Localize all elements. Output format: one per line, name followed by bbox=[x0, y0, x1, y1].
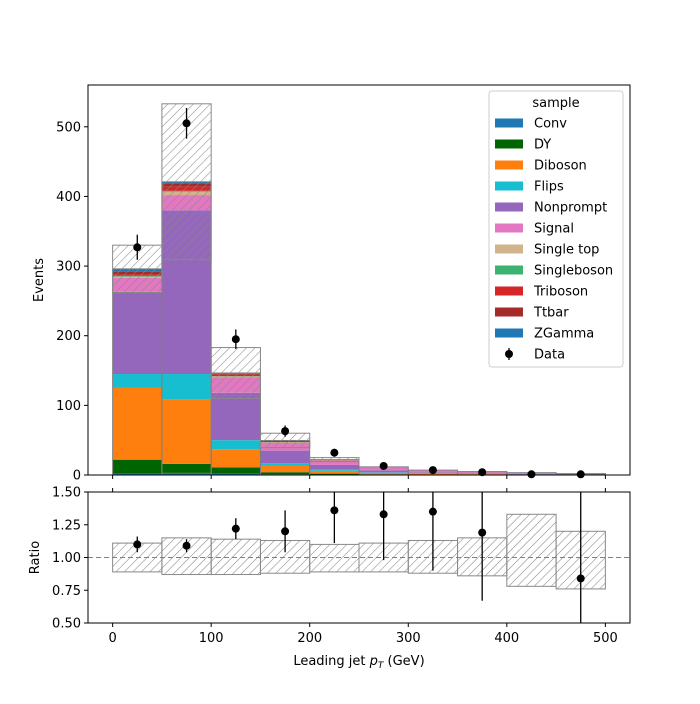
bar-diboson-bin-1 bbox=[162, 399, 211, 464]
uncertainty-band-bin-4 bbox=[310, 458, 359, 462]
main-y-axis-title: Events bbox=[32, 258, 47, 302]
legend-swatch-singleboson bbox=[495, 266, 523, 275]
ratio-point-2 bbox=[232, 525, 240, 533]
bar-flips-bin-2 bbox=[211, 440, 260, 449]
ratio-y-axis-title: Ratio bbox=[28, 541, 43, 574]
legend-swatch-dy bbox=[495, 140, 523, 149]
bar-diboson-bin-5 bbox=[359, 473, 408, 474]
x-axis-title: Leading jet pT (GeV) bbox=[293, 654, 424, 671]
ratio-point-1 bbox=[183, 542, 191, 550]
x-axis-title-unit: (GeV) bbox=[383, 654, 424, 669]
ratio-ytick-label-2: 1.00 bbox=[52, 551, 81, 566]
legend-swatch-conv bbox=[495, 119, 523, 128]
legend-swatch-signal bbox=[495, 224, 523, 233]
data-point-8 bbox=[527, 470, 535, 478]
ratio-point-3 bbox=[281, 527, 289, 535]
legend-swatch-ttbar bbox=[495, 308, 523, 317]
ratio-point-6 bbox=[429, 508, 437, 516]
ratio-xtick-label-4: 400 bbox=[494, 631, 519, 646]
bar-flips-bin-1 bbox=[162, 374, 211, 399]
legend-label-conv: Conv bbox=[534, 117, 567, 132]
legend-label-dy: DY bbox=[534, 138, 551, 153]
bar-nonprompt-bin-3 bbox=[260, 451, 309, 464]
x-axis-title-prefix: Leading jet bbox=[293, 654, 369, 669]
main-ytick-label-1: 100 bbox=[56, 399, 81, 414]
bar-dy-bin-3 bbox=[260, 472, 309, 474]
x-axis-title-var: p bbox=[369, 654, 378, 669]
legend-swatch-diboson bbox=[495, 161, 523, 170]
legend-swatch-nonprompt bbox=[495, 203, 523, 212]
bar-dy-bin-1 bbox=[162, 464, 211, 473]
data-point-9 bbox=[577, 470, 585, 478]
ratio-ytick-label-4: 1.50 bbox=[52, 486, 81, 501]
ratio-xtick-label-2: 200 bbox=[297, 631, 322, 646]
ratio-xtick-label-1: 100 bbox=[199, 631, 224, 646]
bar-diboson-bin-2 bbox=[211, 449, 260, 467]
data-point-3 bbox=[281, 427, 289, 435]
main-ytick-label-5: 500 bbox=[56, 120, 81, 135]
legend-swatch-single-top bbox=[495, 245, 523, 254]
ratio-point-5 bbox=[380, 510, 388, 518]
ratio-band-bin-2 bbox=[211, 539, 260, 574]
main-ytick-label-0: 0 bbox=[73, 469, 81, 484]
legend-label-signal: Signal bbox=[534, 222, 574, 237]
ratio-point-0 bbox=[133, 540, 141, 548]
main-ytick-label-3: 300 bbox=[56, 260, 81, 275]
data-point-1 bbox=[183, 119, 191, 127]
ratio-xtick-label-0: 0 bbox=[108, 631, 116, 646]
data-point-5 bbox=[380, 462, 388, 470]
ratio-band-bin-4 bbox=[310, 544, 359, 572]
legend-label-data: Data bbox=[534, 348, 565, 363]
legend-label-nonprompt: Nonprompt bbox=[534, 201, 607, 216]
legend-label-zgamma: ZGamma bbox=[534, 327, 594, 342]
legend: sample Conv DY Diboson Flips Nonprompt Signal S… bbox=[489, 91, 623, 367]
bar-flips-bin-3 bbox=[260, 463, 309, 466]
legend-label-triboson: Triboson bbox=[533, 285, 588, 300]
data-point-2 bbox=[232, 335, 240, 343]
bar-flips-bin-0 bbox=[113, 374, 162, 388]
ratio-point-7 bbox=[478, 529, 486, 537]
bar-dy-bin-0 bbox=[113, 460, 162, 474]
bar-nonprompt-bin-5 bbox=[359, 470, 408, 472]
ratio-xtick-label-3: 300 bbox=[396, 631, 421, 646]
legend-data-marker bbox=[505, 350, 513, 358]
main-ytick-label-4: 400 bbox=[56, 190, 81, 205]
legend-swatch-triboson bbox=[495, 287, 523, 296]
legend-label-ttbar: Ttbar bbox=[533, 306, 569, 321]
uncertainty-band-bin-2 bbox=[211, 348, 260, 399]
legend-swatch-flips bbox=[495, 182, 523, 191]
bar-dy-bin-2 bbox=[211, 467, 260, 473]
legend-label-singleboson: Singleboson bbox=[534, 264, 613, 279]
bar-diboson-bin-0 bbox=[113, 388, 162, 460]
bar-flips-bin-4 bbox=[310, 470, 359, 471]
bar-nonprompt-bin-2 bbox=[211, 393, 260, 440]
legend-label-diboson: Diboson bbox=[534, 159, 587, 174]
bar-diboson-bin-3 bbox=[260, 466, 309, 472]
ratio-ytick-label-3: 1.25 bbox=[52, 518, 81, 533]
legend-title: sample bbox=[532, 96, 579, 111]
ratio-point-4 bbox=[330, 506, 338, 514]
legend-swatch-zgamma bbox=[495, 329, 523, 338]
ratio-xtick-label-5: 500 bbox=[593, 631, 618, 646]
ratio-ytick-label-1: 0.75 bbox=[52, 584, 81, 599]
bar-nonprompt-bin-4 bbox=[310, 465, 359, 470]
data-point-0 bbox=[133, 243, 141, 251]
data-point-4 bbox=[330, 449, 338, 457]
ratio-band-bin-8 bbox=[507, 514, 556, 586]
ratio-point-9 bbox=[577, 574, 585, 582]
bar-dy-bin-4 bbox=[310, 474, 359, 475]
bar-diboson-bin-4 bbox=[310, 471, 359, 474]
data-point-6 bbox=[429, 466, 437, 474]
ratio-ytick-label-0: 0.50 bbox=[52, 617, 81, 632]
bar-nonprompt-bin-0 bbox=[113, 292, 162, 374]
legend-label-flips: Flips bbox=[534, 180, 564, 195]
legend-label-single-top: Single top bbox=[534, 243, 599, 258]
ratio-panel: 0 100 200 300 400 500 0.50 0.75 1.00 1.25 1.50 Rati… bbox=[28, 486, 630, 672]
main-ytick-label-2: 200 bbox=[56, 329, 81, 344]
